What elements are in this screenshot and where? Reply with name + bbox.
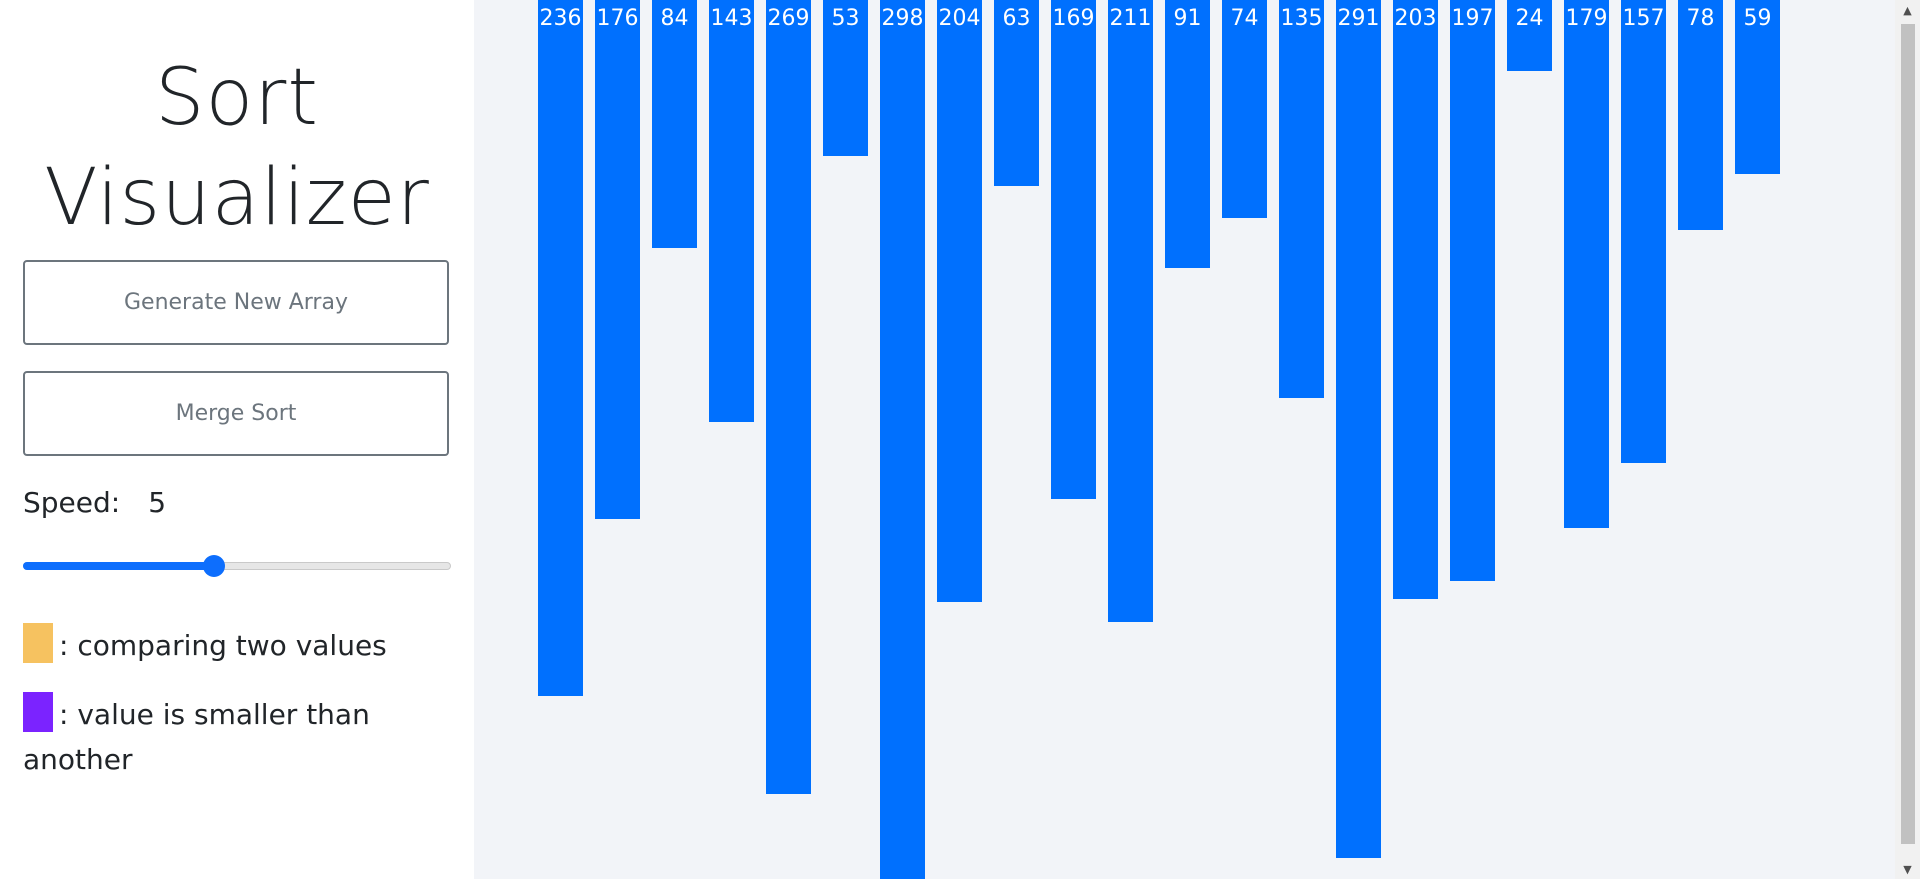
bar	[538, 0, 583, 696]
bar-value-label: 203	[1394, 6, 1437, 31]
sidebar: Sort Visualizer Generate New Array Merge…	[0, 0, 474, 879]
bar	[595, 0, 640, 519]
bar	[1507, 0, 1552, 71]
bar-value-label: 63	[1002, 6, 1031, 31]
bar	[937, 0, 982, 602]
bar	[1165, 0, 1210, 268]
legend-swatch-smaller	[23, 692, 53, 732]
bar	[1222, 0, 1267, 218]
bar-value-label: 135	[1280, 6, 1323, 31]
bar-value-label: 204	[938, 6, 981, 31]
speed-value: 5	[148, 486, 167, 519]
speed-label: Speed:	[23, 486, 121, 519]
bar-value-label: 236	[539, 6, 582, 31]
bar-value-label: 197	[1451, 6, 1494, 31]
bar-value-label: 78	[1686, 6, 1715, 31]
bar-value-label: 179	[1565, 6, 1608, 31]
title-line-2: Visualizer	[44, 153, 430, 243]
bar	[1564, 0, 1609, 528]
bar	[1051, 0, 1096, 499]
bar	[1450, 0, 1495, 581]
bar-value-label: 176	[596, 6, 639, 31]
scroll-thumb[interactable]	[1901, 24, 1915, 844]
bar-value-label: 59	[1743, 6, 1772, 31]
bar-value-label: 291	[1337, 6, 1380, 31]
legend-label-smaller: : value is smaller than another	[23, 698, 370, 776]
bar-value-label: 84	[660, 6, 689, 31]
bar-value-label: 53	[831, 6, 860, 31]
bar-value-label: 74	[1230, 6, 1259, 31]
bar-chart: 236 176 84 143 269 53 298 204 63 169 211 91 74 135 291…	[474, 0, 1895, 879]
bar	[1621, 0, 1666, 463]
vertical-scrollbar[interactable]: ▲ ▼	[1895, 0, 1920, 879]
generate-new-array-button[interactable]: Generate New Array	[23, 260, 449, 345]
bar	[1735, 0, 1780, 174]
speed-slider[interactable]	[23, 555, 451, 577]
bar	[1108, 0, 1153, 622]
legend-comparing: : comparing two values	[23, 623, 453, 668]
bar	[1279, 0, 1324, 398]
page-title: Sort Visualizer	[0, 48, 474, 248]
bar-value-label: 157	[1622, 6, 1665, 31]
legend-smaller: : value is smaller than another	[23, 692, 453, 782]
slider-fill	[23, 562, 214, 570]
bar	[652, 0, 697, 248]
bar-value-label: 269	[767, 6, 810, 31]
bar	[823, 0, 868, 156]
bar-value-label: 169	[1052, 6, 1095, 31]
bar	[1393, 0, 1438, 599]
legend-swatch-comparing	[23, 623, 53, 663]
merge-sort-button[interactable]: Merge Sort	[23, 371, 449, 456]
bar	[1336, 0, 1381, 858]
title-line-1: Sort	[155, 53, 319, 143]
scroll-up-arrow-icon[interactable]: ▲	[1903, 3, 1912, 17]
bar-value-label: 143	[710, 6, 753, 31]
bar	[880, 0, 925, 879]
bar	[994, 0, 1039, 186]
bar-value-label: 298	[881, 6, 924, 31]
bar	[766, 0, 811, 794]
legend-label-comparing: : comparing two values	[59, 629, 387, 662]
slider-thumb[interactable]	[203, 555, 225, 577]
bar-value-label: 211	[1109, 6, 1152, 31]
speed-row: Speed: 5	[23, 486, 166, 519]
bar-value-label: 24	[1515, 6, 1544, 31]
bar	[1678, 0, 1723, 230]
scroll-down-arrow-icon[interactable]: ▼	[1903, 862, 1912, 876]
bar-value-label: 91	[1173, 6, 1202, 31]
bar	[709, 0, 754, 422]
